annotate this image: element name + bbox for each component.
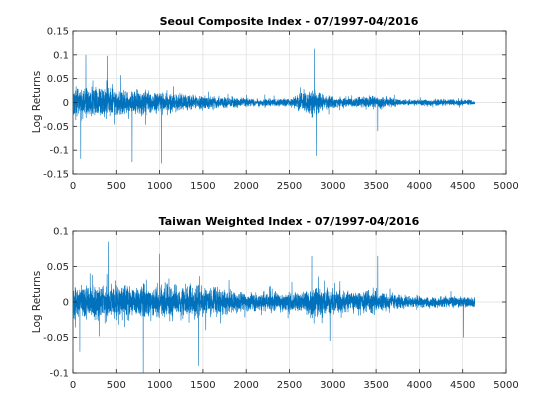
seoul-y-tick-label: -0.05: [43, 122, 69, 133]
taiwan-chart: 0 500 1000 1500 2000 2500 3000 3500 4000 4500 5000…: [31, 215, 519, 391]
seoul-x-ticks: 0 500 1000 1500 2000 2500 3000 3500 4000 4500 5000: [70, 31, 519, 192]
taiwan-y-tick-label: -0.1: [49, 369, 69, 380]
taiwan-x-tick-label: 5000: [493, 380, 518, 391]
seoul-log-returns-line: [72, 48, 476, 164]
taiwan-x-tick-label: 4500: [450, 380, 475, 391]
seoul-x-tick-label: 0: [70, 181, 76, 192]
seoul-x-tick-label: 1000: [147, 181, 172, 192]
taiwan-y-tick-label: -0.05: [43, 333, 69, 344]
taiwan-x-ticks: 0 500 1000 1500 2000 2500 3000 3500 4000 4500 5000: [70, 231, 519, 391]
taiwan-x-tick-label: 0: [70, 380, 76, 391]
taiwan-y-axis-label: Log Returns: [31, 271, 43, 333]
seoul-x-tick-label: 2500: [277, 181, 302, 192]
seoul-x-tick-label: 1500: [190, 181, 215, 192]
seoul-series: [72, 48, 476, 164]
taiwan-y-tick-label: 0.05: [47, 262, 69, 273]
seoul-x-tick-label: 3000: [320, 181, 345, 192]
seoul-y-tick-label: 0.05: [47, 74, 69, 85]
seoul-y-tick-label: 0.1: [53, 50, 69, 61]
taiwan-x-tick-label: 1500: [190, 380, 215, 391]
seoul-x-tick-label: 3500: [363, 181, 388, 192]
seoul-y-tick-label: -0.15: [43, 170, 69, 181]
seoul-x-tick-label: 2000: [233, 181, 258, 192]
taiwan-log-returns-line: [72, 241, 476, 374]
taiwan-x-tick-label: 2500: [277, 380, 302, 391]
taiwan-x-tick-label: 1000: [147, 380, 172, 391]
taiwan-chart-title: Taiwan Weighted Index - 07/1997-04/2016: [159, 215, 420, 228]
seoul-x-tick-label: 4500: [450, 181, 475, 192]
seoul-x-tick-label: 4000: [407, 181, 432, 192]
taiwan-y-tick-label: 0: [63, 298, 69, 309]
seoul-chart-title: Seoul Composite Index - 07/1997-04/2016: [160, 15, 419, 28]
seoul-x-tick-label: 5000: [493, 181, 518, 192]
taiwan-x-tick-label: 3500: [363, 380, 388, 391]
taiwan-x-tick-label: 4000: [407, 380, 432, 391]
seoul-y-tick-label: -0.1: [49, 146, 69, 157]
taiwan-x-tick-label: 2000: [233, 380, 258, 391]
seoul-y-tick-label: 0.15: [47, 27, 69, 38]
seoul-y-tick-label: 0: [63, 98, 69, 109]
seoul-grid: [73, 31, 506, 174]
seoul-y-ticks: -0.15 -0.1 -0.05 0 0.05 0.1 0.15: [43, 27, 506, 181]
taiwan-x-tick-label: 3000: [320, 380, 345, 391]
seoul-chart: 0 500 1000 1500 2000 2500 3000 3500 4000 4500 5000…: [31, 15, 519, 192]
taiwan-x-tick-label: 500: [107, 380, 126, 391]
taiwan-y-ticks: -0.1 -0.05 0 0.05 0.1: [43, 227, 506, 380]
seoul-x-tick-label: 500: [107, 181, 126, 192]
seoul-y-axis-label: Log Returns: [31, 71, 43, 133]
taiwan-y-tick-label: 0.1: [53, 227, 69, 238]
taiwan-series: [72, 241, 476, 374]
